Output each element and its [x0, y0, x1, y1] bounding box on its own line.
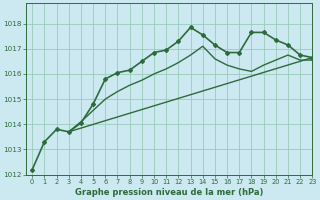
X-axis label: Graphe pression niveau de la mer (hPa): Graphe pression niveau de la mer (hPa)	[75, 188, 263, 197]
